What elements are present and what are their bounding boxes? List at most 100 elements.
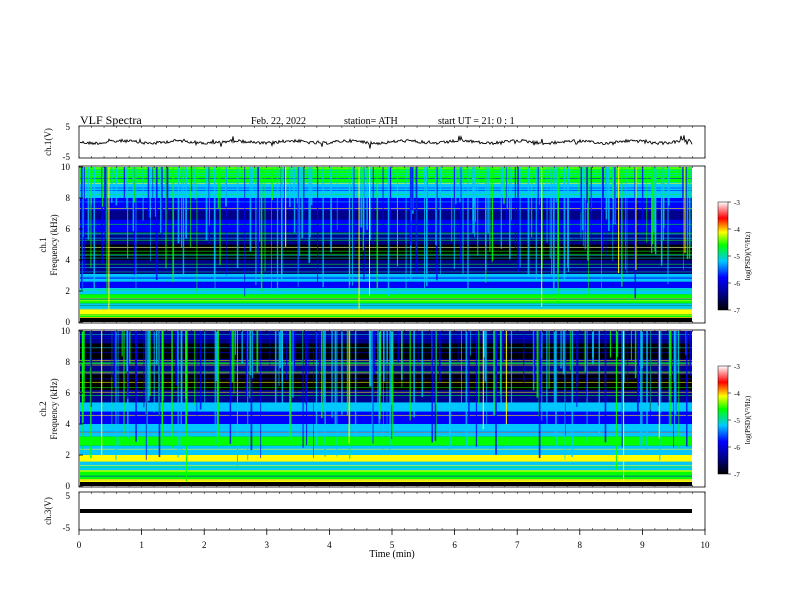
spec-spike: [171, 331, 173, 448]
spec-spike: [297, 167, 299, 287]
spec-line: [80, 372, 692, 374]
spec-spike: [126, 331, 129, 372]
spec-line: [80, 466, 692, 468]
spec-spike: [401, 331, 403, 387]
spec-spike: [278, 331, 280, 386]
spec-spike: [608, 167, 610, 231]
spec-spike: [584, 167, 586, 250]
spec-line: [80, 362, 692, 364]
spec1-ylabel-freq: Frequency (kHz): [49, 214, 59, 275]
spec-spike: [360, 167, 363, 228]
spec-spike: [192, 167, 195, 198]
spec-spike: [601, 167, 602, 298]
spec-spike-bright: [618, 167, 620, 274]
xaxis-tick-label: 1: [139, 540, 144, 550]
spec-spike: [609, 331, 612, 358]
spec-spike: [627, 331, 629, 389]
spec-spike: [602, 167, 604, 220]
ytick-label: 2: [66, 286, 71, 296]
spec-spike: [640, 331, 642, 448]
spec-spike: [331, 331, 333, 418]
ch1-ytick-bottom: -5: [63, 152, 71, 162]
spec-spike: [562, 331, 565, 375]
spec-spike: [177, 167, 180, 244]
spec-spike: [196, 331, 198, 423]
spec-band: [80, 167, 692, 183]
spec-bottom-strip: [80, 318, 692, 322]
spec-spike: [450, 331, 452, 447]
spec-spike: [346, 331, 349, 416]
spec-spike-bright: [448, 331, 450, 454]
spec-spike: [236, 167, 239, 269]
spec-spike: [226, 167, 227, 276]
spec-spike: [383, 331, 384, 454]
spec-spike: [470, 331, 471, 356]
spec-spike: [689, 167, 691, 259]
spec-spike: [336, 331, 338, 457]
spec-spike: [303, 167, 305, 208]
spec-spike: [646, 331, 648, 450]
xaxis-tick-label: 9: [640, 540, 645, 550]
spec-spike: [149, 167, 151, 218]
spec-spike: [548, 331, 550, 389]
spec-spike-bright: [236, 331, 238, 466]
spec-line: [80, 190, 692, 191]
spec-spike: [299, 167, 301, 257]
spec-spike: [87, 167, 90, 240]
spec-spike: [292, 331, 294, 398]
spec-spike: [308, 331, 310, 375]
spec-line: [80, 391, 692, 393]
spec-spike: [531, 167, 533, 238]
spec-spike: [391, 331, 393, 406]
spec1-yaxis: 0 2 4 6 8 10: [61, 162, 83, 327]
spec-spike: [546, 331, 547, 419]
spec-spike-bright: [101, 331, 103, 457]
spec-spike: [567, 167, 569, 268]
spec-spike: [563, 167, 566, 281]
spec-spike: [341, 331, 343, 415]
spec2-heatmap: [80, 331, 692, 486]
spec-spike: [493, 331, 495, 415]
spec-line: [80, 478, 692, 480]
spec-spike: [519, 167, 521, 267]
spec-spike: [683, 167, 684, 270]
spec-spike: [231, 331, 234, 383]
colorbar-tick-label: -3: [734, 363, 740, 371]
ch3-ytick-bottom: -5: [63, 523, 71, 533]
spec-spike: [377, 331, 379, 406]
spec-line: [80, 223, 692, 225]
spec2-colorbar: -3 -4 -5 -6 -7 log(PSD)(V²/Hz): [717, 363, 752, 479]
spec-line: [80, 414, 692, 416]
xaxis-tick-label: 7: [515, 540, 520, 550]
colorbar-tick-label: -4: [734, 390, 740, 398]
spec-spike: [389, 331, 391, 451]
spec-spike: [175, 331, 178, 386]
spec-spike: [532, 331, 535, 391]
ch1-panel: 5 -5 ch.1(V): [43, 122, 706, 162]
colorbar-tick-label: -4: [734, 226, 740, 234]
spec-spike: [158, 331, 160, 417]
spec-line: [80, 294, 692, 296]
spec-spike: [474, 167, 476, 238]
spec-spike: [371, 331, 373, 442]
spec-spike: [587, 167, 589, 261]
spec-spike: [215, 331, 218, 382]
spec-spike: [317, 167, 319, 289]
spec-spike: [472, 167, 474, 234]
station-label: station= ATH: [344, 116, 398, 127]
ytick-label: 8: [66, 357, 71, 367]
spec-spike: [260, 331, 262, 458]
spec-spike: [315, 331, 317, 361]
spec-spike-bright: [186, 331, 188, 482]
spec-spike: [244, 167, 246, 297]
spec-spike: [553, 331, 556, 403]
spec-spike: [284, 167, 285, 223]
spec-spike: [161, 331, 163, 453]
spec-spike: [204, 331, 206, 410]
spec-band: [80, 470, 692, 480]
ch3-panel: 5 -5 ch.3(V): [43, 491, 706, 533]
spec-spike-bright: [285, 167, 287, 247]
spec-spike: [372, 331, 374, 444]
spec-spike: [85, 167, 87, 200]
